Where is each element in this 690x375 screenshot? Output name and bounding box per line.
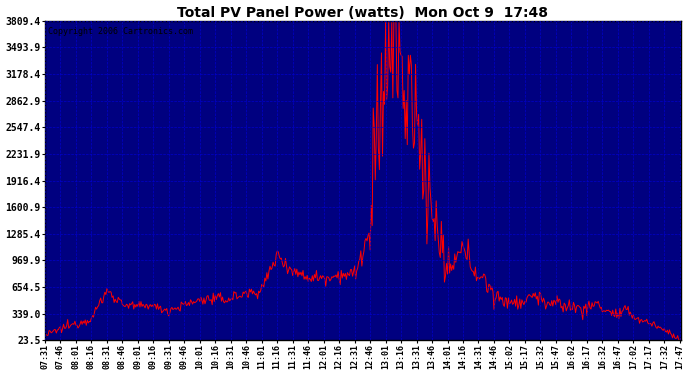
Text: Copyright 2006 Cartronics.com: Copyright 2006 Cartronics.com — [48, 27, 193, 36]
Title: Total PV Panel Power (watts)  Mon Oct 9  17:48: Total PV Panel Power (watts) Mon Oct 9 1… — [177, 6, 549, 20]
